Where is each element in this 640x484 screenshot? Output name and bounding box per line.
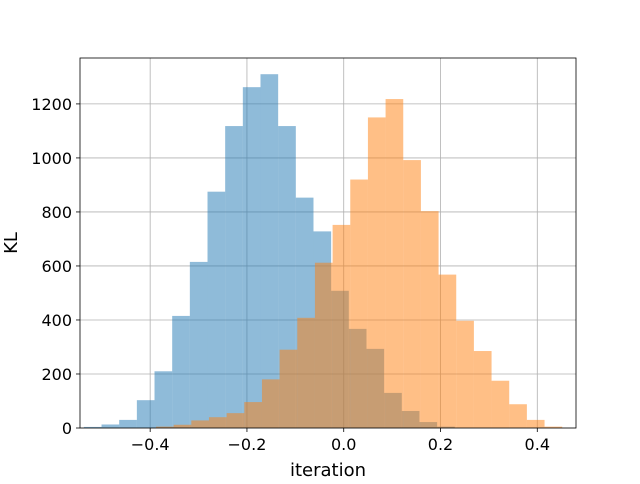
y-tick-label: 600 <box>41 257 72 276</box>
x-tick-label: 0.0 <box>331 435 356 454</box>
histogram-bar <box>191 420 209 428</box>
histogram-bar <box>244 402 262 428</box>
x-axis-label: iteration <box>290 460 366 480</box>
y-tick-label: 1000 <box>31 149 72 168</box>
histogram-bar <box>83 426 102 428</box>
y-tick-label: 0 <box>62 419 72 438</box>
histogram-bar <box>225 126 243 428</box>
histogram-bar <box>119 419 137 428</box>
histogram-bar <box>509 404 527 428</box>
histogram-bar <box>260 74 279 428</box>
x-tick-label: 0.2 <box>428 435 453 454</box>
histogram-bar <box>155 426 174 428</box>
y-tick-label: 800 <box>41 203 72 222</box>
y-tick-label: 200 <box>41 365 72 384</box>
x-tick-label: −0.2 <box>228 435 267 454</box>
x-tick-label: 0.4 <box>525 435 550 454</box>
histogram-bar <box>154 371 173 428</box>
x-axis-ticks: −0.4 −0.2 0.0 0.2 0.4 <box>131 428 550 454</box>
plot-frame <box>79 57 577 429</box>
histogram-bar <box>438 274 457 428</box>
histogram-bar <box>101 424 120 428</box>
histogram-bar <box>350 179 368 428</box>
y-tick-label: 400 <box>41 311 72 330</box>
histogram-bars <box>83 74 563 429</box>
histogram-bar <box>297 317 315 428</box>
histogram-bar <box>332 224 351 428</box>
histogram-bar <box>473 351 492 428</box>
series-2-bars <box>155 99 563 429</box>
histogram-bar <box>172 315 190 428</box>
histogram-bar <box>491 380 510 428</box>
histogram-bar <box>226 413 245 428</box>
histogram-bar <box>207 191 226 428</box>
histogram-bar <box>456 320 474 428</box>
x-tick-label: −0.4 <box>131 435 170 454</box>
histogram-bar <box>314 262 333 428</box>
histogram-bar <box>208 417 227 428</box>
y-axis-label: KL <box>1 232 22 254</box>
y-axis-ticks: 0 200 400 600 800 1000 1200 <box>31 95 80 438</box>
histogram-bar <box>420 211 439 428</box>
histogram-bar <box>189 261 208 428</box>
histogram-bar <box>261 379 280 428</box>
y-tick-label: 1200 <box>31 95 72 114</box>
histogram-bar <box>242 87 261 429</box>
histogram-bar <box>544 426 563 428</box>
histogram-bar <box>526 419 545 428</box>
histogram-bar <box>367 117 386 428</box>
histogram-bar <box>403 160 421 428</box>
histogram-bar <box>173 424 192 428</box>
histogram-bar <box>279 349 298 428</box>
histogram-bar <box>136 400 155 428</box>
histogram-bar <box>385 99 404 429</box>
